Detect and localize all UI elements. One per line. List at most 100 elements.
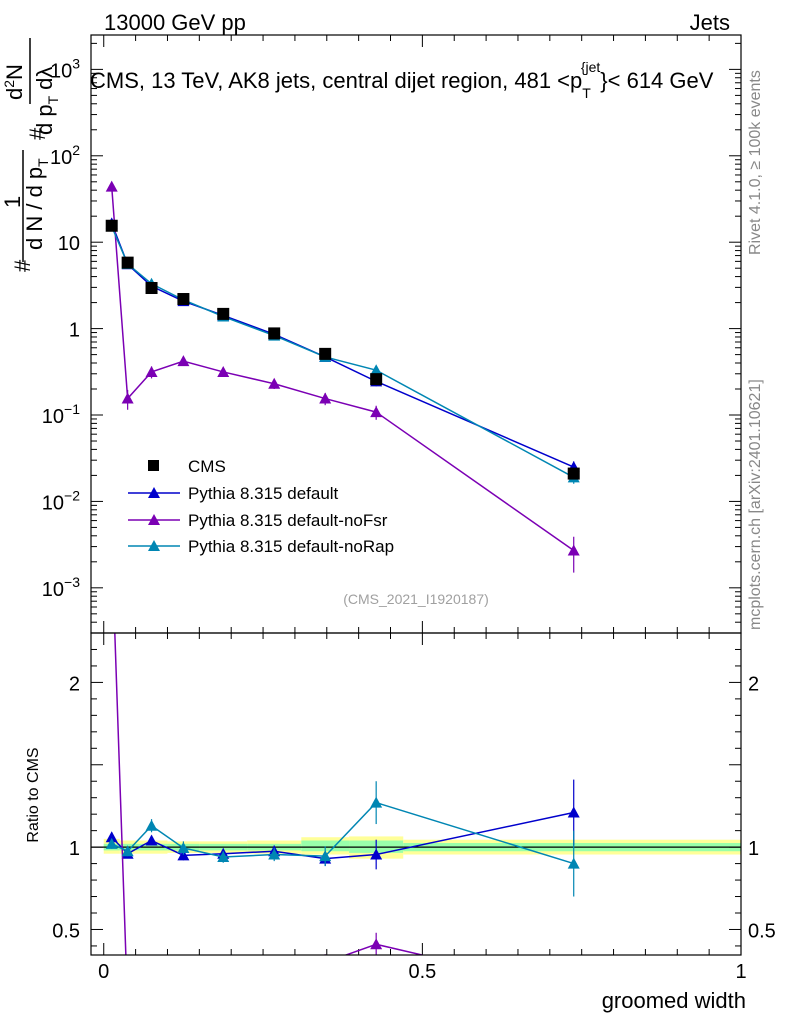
- svg-text:d N / d pT: d N / d pT: [22, 158, 51, 250]
- main-ytick-exp: 2: [72, 142, 80, 158]
- main-ytick-base: 10: [50, 147, 72, 169]
- svg-text:d pTdλ: d pTdλ: [32, 67, 61, 135]
- data-point: [217, 365, 230, 377]
- data-point: [145, 365, 158, 377]
- ratio-ytick-label-right: 2: [748, 673, 759, 695]
- series-line: [110, 186, 575, 552]
- main-ytick-base: 10: [42, 579, 64, 601]
- ratio-ytick-label: 0.5: [52, 920, 80, 942]
- ratio-ytick-labels: 0.5 0.5 1 1 2 2: [52, 673, 776, 942]
- ratio-ylabel: Ratio to CMS: [25, 747, 42, 842]
- data-point: [217, 307, 230, 320]
- series-pythia-8-315-default-norap: [105, 220, 580, 484]
- main-ytick-base: 10: [42, 492, 64, 514]
- watermark: (CMS_2021_I1920187): [343, 591, 489, 607]
- data-point: [177, 355, 190, 367]
- data-point: [145, 282, 158, 295]
- data-point: [105, 180, 118, 192]
- ylabel-den2-a: d p: [32, 104, 57, 135]
- main-ytick-label: 102: [50, 142, 80, 169]
- ylabel-d2n-n: N: [2, 64, 27, 80]
- title-pre: CMS, 13 TeV, AK8 jets, central dijet reg…: [90, 68, 582, 93]
- series-cms: [105, 219, 580, 480]
- ylabel-den2-sub: T: [45, 95, 61, 104]
- data-point: [370, 406, 383, 418]
- title-post: }< 614 GeV: [600, 68, 713, 93]
- ratio-point: [217, 851, 230, 862]
- data-point: [105, 219, 118, 232]
- main-ylabel: # 1 d N / d pT # d2N d pTdλ: [0, 38, 61, 272]
- ratio-point: [370, 938, 383, 950]
- ratio-point: [319, 956, 331, 967]
- chart-title: CMS, 13 TeV, AK8 jets, central dijet reg…: [90, 59, 714, 101]
- main-ytick-label: 10: [58, 233, 80, 255]
- ratio-line: [114, 633, 426, 955]
- ylabel-den: d N / d p: [22, 167, 47, 250]
- legend-marker-cms: [148, 460, 159, 471]
- ratio-point: [567, 857, 580, 869]
- main-ytick-exp: −3: [64, 574, 80, 590]
- ratio-point: [145, 819, 158, 831]
- ratio-point: [370, 848, 383, 860]
- ylabel-d2n-d: d: [2, 88, 27, 100]
- main-ytick-base: 10: [58, 233, 80, 255]
- legend-label-norap: Pythia 8.315 default-noRap: [188, 537, 394, 556]
- legend-marker-default: [148, 487, 160, 498]
- main-ticks: [91, 35, 742, 634]
- ratio-point: [177, 841, 190, 853]
- series-line: [111, 226, 575, 478]
- legend: CMS Pythia 8.315 default Pythia 8.315 de…: [128, 457, 394, 556]
- data-point: [319, 392, 332, 404]
- ratio-series-pythia-8-315-default-nofsr: [114, 633, 426, 1012]
- ratio-point: [177, 849, 190, 861]
- data-point: [370, 373, 383, 386]
- xtick-label: 1: [735, 961, 746, 983]
- main-ytick-exp: −2: [64, 487, 80, 503]
- legend-label-nofsr: Pythia 8.315 default-noFsr: [188, 511, 388, 530]
- main-ytick-base: 10: [42, 406, 64, 428]
- beam-label: 13000 GeV pp: [104, 10, 246, 35]
- data-point: [319, 347, 332, 360]
- xlabel: groomed width: [602, 988, 746, 1013]
- data-point: [121, 256, 134, 269]
- main-ytick-label: 103: [50, 55, 80, 82]
- data-point: [567, 544, 580, 556]
- ratio-point: [319, 850, 332, 862]
- ratio-frame: [90, 632, 742, 956]
- xtick-label: 0: [98, 961, 109, 983]
- title-sup: {jet: [581, 59, 601, 75]
- data-point: [268, 377, 281, 389]
- rivet-label: Rivet 4.1.0, ≥ 100k events: [747, 70, 764, 255]
- legend-marker-nofsr: [148, 514, 160, 525]
- ratio-ytick-label: 1: [69, 838, 80, 860]
- series-line: [111, 223, 575, 468]
- series-pythia-8-315-default-nofsr: [105, 180, 580, 573]
- ratio-panel: 0.5 0.51 12 2 0 0.5 1 Ratio to CMS groomed wi…: [25, 632, 776, 1013]
- ratio-point: [217, 971, 229, 982]
- main-ytick-label: 10−3: [42, 574, 80, 601]
- ratio-clipped: [105, 633, 580, 1012]
- data-point: [268, 327, 281, 340]
- data-point: [370, 364, 383, 376]
- ratio-point: [105, 837, 118, 849]
- ylabel-hash-2: #: [25, 127, 50, 140]
- ylabel-den2-b: dλ: [32, 67, 57, 90]
- legend-label-default: Pythia 8.315 default: [188, 484, 339, 503]
- ratio-ytick-label-right: 0.5: [748, 920, 776, 942]
- main-ytick-base: 1: [69, 320, 80, 342]
- ratio-point: [370, 796, 383, 808]
- main-ytick-exp: 3: [72, 55, 80, 71]
- ratio-point: [121, 845, 134, 857]
- ylabel-d2n-sup: 2: [1, 80, 17, 88]
- ratio-point: [177, 975, 189, 986]
- ylabel-one: 1: [0, 196, 25, 208]
- ratio-series: [105, 633, 580, 1012]
- title-sub: T: [582, 85, 591, 101]
- ratio-series-pythia-8-315-default-norap: [105, 781, 580, 897]
- ratio-point: [268, 963, 280, 974]
- ratio-point: [122, 1001, 134, 1012]
- category-label: Jets: [690, 10, 730, 35]
- main-ytick-base: 10: [50, 60, 72, 82]
